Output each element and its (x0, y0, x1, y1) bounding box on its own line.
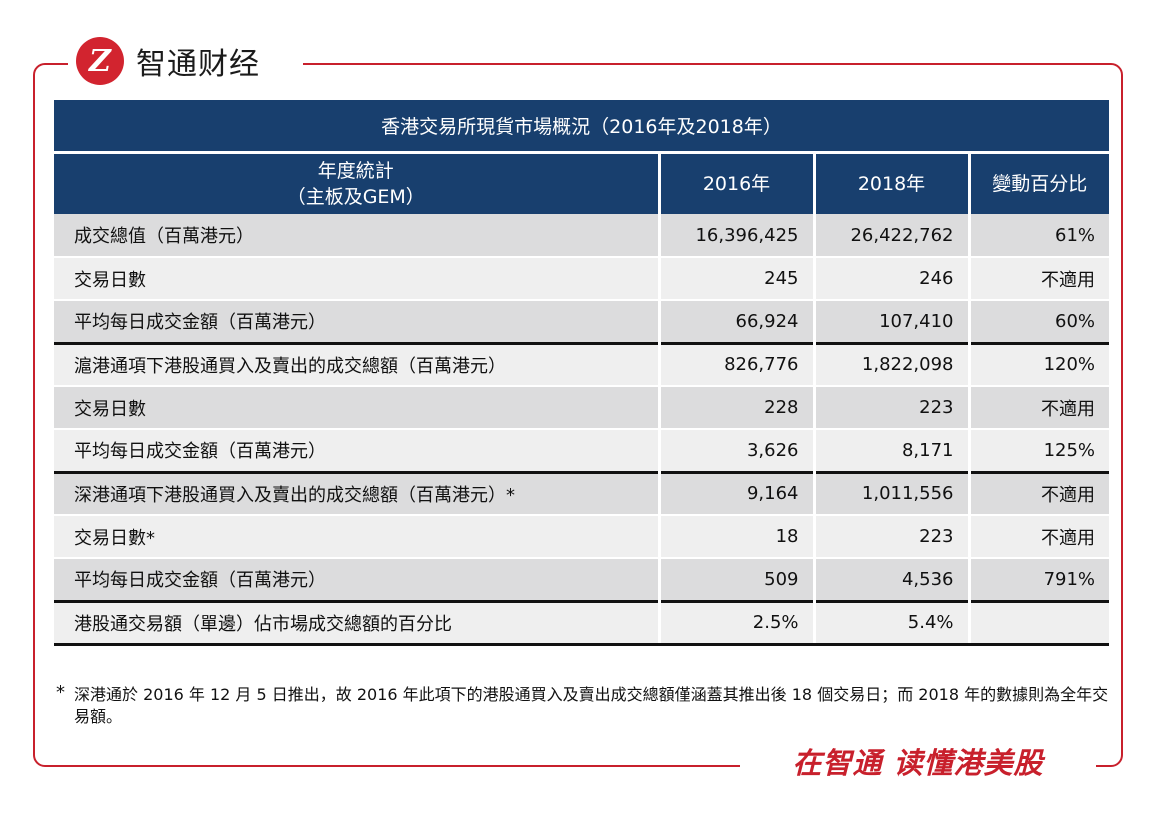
value-2018: 8,171 (814, 429, 971, 473)
header-2018: 2018年 (814, 152, 971, 214)
value-change (969, 599, 1110, 646)
brand-logo: Z 智通财经 (68, 34, 303, 88)
value-change: 不適用 (969, 386, 1110, 430)
value-2018: 107,410 (814, 300, 971, 344)
table-row: 港股通交易額（單邊）佔市場成交總額的百分比 2.5% 5.4% (54, 599, 1110, 646)
footnote-marker: * (56, 682, 65, 703)
value-2018: 4,536 (814, 558, 971, 602)
value-change: 791% (969, 558, 1110, 602)
row-label: 交易日數* (54, 515, 661, 559)
table-row: 平均每日成交金額（百萬港元） 3,626 8,171 125% (54, 429, 1110, 473)
value-change: 120% (969, 341, 1110, 387)
brand-name: 智通财经 (136, 47, 260, 82)
value-change: 60% (969, 300, 1110, 344)
row-label: 交易日數 (54, 386, 661, 430)
footnote-text: 深港通於 2016 年 12 月 5 日推出，故 2016 年此項下的港股通買入… (74, 685, 1109, 726)
table-row: 交易日數 245 246 不適用 (54, 257, 1110, 301)
value-2016: 245 (659, 257, 816, 301)
slogan-box: 在智通 读懂港美股 (740, 738, 1096, 784)
row-label: 交易日數 (54, 257, 661, 301)
footnote: * 深港通於 2016 年 12 月 5 日推出，故 2016 年此項下的港股通… (56, 682, 1116, 728)
value-2018: 26,422,762 (814, 214, 971, 258)
table-row: 交易日數 228 223 不適用 (54, 386, 1110, 430)
value-2018: 5.4% (814, 599, 971, 646)
header-statistics-line2: （主板及GEM） (286, 186, 425, 208)
row-label: 平均每日成交金額（百萬港元） (54, 300, 661, 344)
row-label: 深港通項下港股通買入及賣出的成交總額（百萬港元）* (54, 470, 661, 516)
table-row: 深港通項下港股通買入及賣出的成交總額（百萬港元）* 9,164 1,011,55… (54, 470, 1110, 516)
header-statistics-line1: 年度統計 (317, 160, 394, 182)
value-2018: 246 (814, 257, 971, 301)
market-overview-table: 香港交易所現貨市場概況（2016年及2018年） 年度統計 （主板及GEM） 2… (54, 100, 1110, 646)
row-label: 滬港通項下港股通買入及賣出的成交總額（百萬港元） (54, 341, 661, 387)
value-2018: 223 (814, 515, 971, 559)
value-2016: 826,776 (659, 341, 816, 387)
slogan-text: 在智通 读懂港美股 (792, 746, 1044, 780)
value-change: 不適用 (969, 470, 1110, 516)
value-2018: 223 (814, 386, 971, 430)
value-2016: 9,164 (659, 470, 816, 516)
content-frame (33, 63, 1123, 767)
row-label: 港股通交易額（單邊）佔市場成交總額的百分比 (54, 599, 661, 646)
table-row: 滬港通項下港股通買入及賣出的成交總額（百萬港元） 826,776 1,822,0… (54, 341, 1110, 387)
value-2016: 509 (659, 558, 816, 602)
value-change: 不適用 (969, 515, 1110, 559)
table-row: 交易日數* 18 223 不適用 (54, 515, 1110, 559)
header-2016: 2016年 (659, 152, 816, 214)
table-row: 平均每日成交金額（百萬港元） 509 4,536 791% (54, 558, 1110, 602)
value-change: 61% (969, 214, 1110, 258)
value-2016: 16,396,425 (659, 214, 816, 258)
header-statistics: 年度統計 （主板及GEM） (54, 152, 661, 214)
table-title: 香港交易所現貨市場概況（2016年及2018年） (54, 100, 1110, 154)
value-2016: 18 (659, 515, 816, 559)
value-2016: 66,924 (659, 300, 816, 344)
row-label: 成交總值（百萬港元） (54, 214, 661, 258)
value-change: 不適用 (969, 257, 1110, 301)
row-label: 平均每日成交金額（百萬港元） (54, 429, 661, 473)
value-2016: 228 (659, 386, 816, 430)
value-2018: 1,011,556 (814, 470, 971, 516)
value-2016: 3,626 (659, 429, 816, 473)
table-row: 平均每日成交金額（百萬港元） 66,924 107,410 60% (54, 300, 1110, 344)
row-label: 平均每日成交金額（百萬港元） (54, 558, 661, 602)
logo-icon: Z (76, 37, 124, 85)
value-2018: 1,822,098 (814, 341, 971, 387)
value-2016: 2.5% (659, 599, 816, 646)
value-change: 125% (969, 429, 1110, 473)
header-change: 變動百分比 (969, 152, 1110, 214)
table-row: 成交總值（百萬港元） 16,396,425 26,422,762 61% (54, 214, 1110, 258)
